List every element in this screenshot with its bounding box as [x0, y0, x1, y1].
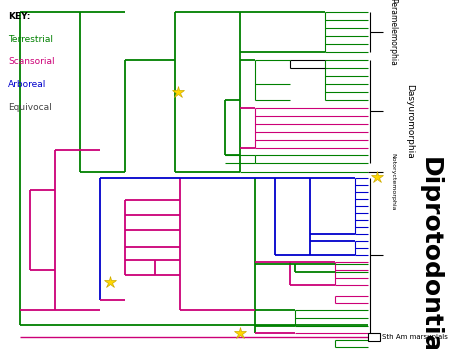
Text: Sth Am marsupials: Sth Am marsupials [382, 334, 448, 340]
Text: Arboreal: Arboreal [8, 80, 46, 89]
Text: Scansorial: Scansorial [8, 57, 55, 66]
Text: Terrestrial: Terrestrial [8, 35, 53, 44]
Text: Notoryctemorphia: Notoryctemorphia [391, 153, 395, 211]
Text: Dasyuromorphia: Dasyuromorphia [405, 84, 414, 158]
Text: KEY:: KEY: [8, 12, 30, 21]
Bar [368, 333, 380, 341]
Text: Peramelemorphia: Peramelemorphia [389, 0, 398, 66]
Text: Diprotodontia: Diprotodontia [418, 157, 442, 349]
Text: Equivocal: Equivocal [8, 103, 52, 112]
